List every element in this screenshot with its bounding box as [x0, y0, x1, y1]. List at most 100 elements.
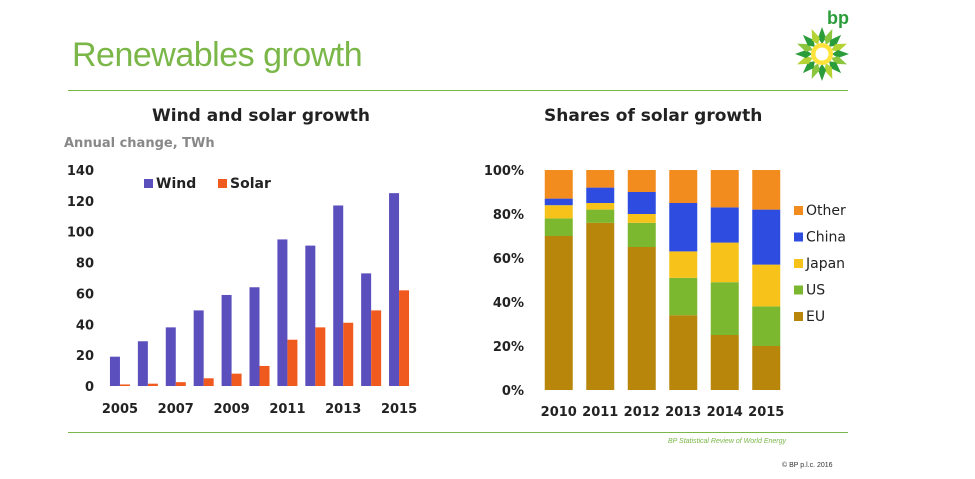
bp-helios-logo-icon [795, 27, 849, 81]
segment-other-2012 [627, 170, 656, 192]
x-tick-label: 2007 [158, 402, 194, 417]
x-tick-label: 2013 [665, 405, 701, 420]
segment-us-2010 [544, 218, 573, 236]
legend-swatch-other [794, 206, 803, 215]
bar-wind-2015 [389, 193, 400, 386]
bar-solar-2013 [343, 322, 354, 386]
bar-wind-2014 [361, 273, 372, 386]
segment-china-2013 [669, 203, 698, 252]
y-tick-label: 100 [67, 226, 94, 241]
segment-us-2011 [586, 209, 615, 223]
legend-label-us: US [806, 283, 825, 299]
bar-solar-2007 [175, 382, 186, 386]
segment-us-2012 [627, 222, 656, 247]
segment-china-2010 [544, 198, 573, 206]
segment-other-2015 [752, 170, 781, 210]
logo-petal [832, 50, 849, 58]
title-divider [68, 90, 848, 91]
y-tick-label: 140 [67, 164, 94, 179]
bar-wind-2006 [137, 341, 148, 386]
bar-wind-2013 [333, 205, 344, 386]
segment-japan-2012 [627, 214, 656, 223]
bar-solar-2014 [371, 310, 382, 386]
legend-label-other: Other [806, 203, 846, 219]
x-tick-label: 2013 [325, 402, 361, 417]
logo-petal [797, 56, 813, 65]
legend-swatch-china [794, 232, 803, 242]
y-tick-label: 100% [484, 164, 524, 179]
segment-us-2014 [710, 282, 739, 335]
logo-petal [818, 64, 826, 81]
x-tick-label: 2015 [381, 402, 417, 417]
bp-logo-text: bp [827, 8, 849, 28]
bar-solar-2008 [203, 378, 214, 386]
x-tick-label: 2012 [624, 405, 660, 420]
y-tick-label: 0% [502, 384, 524, 399]
logo-petal [829, 34, 842, 47]
x-tick-label: 2009 [213, 402, 249, 417]
bar-solar-2012 [315, 327, 326, 386]
legend-swatch-us [794, 285, 803, 295]
wind-solar-chart: 0 20 40 60 80 100 120 140 2005 2007 2009 2011 2013 20… [67, 164, 417, 417]
x-tick-label: 2011 [582, 405, 618, 420]
segment-china-2011 [586, 187, 615, 203]
legend-swatch-wind [144, 179, 153, 188]
segment-us-2015 [752, 306, 781, 346]
bar-solar-2005 [119, 384, 130, 386]
y-tick-label: 80% [493, 208, 524, 223]
bar-solar-2009 [231, 373, 242, 386]
x-tick-label: 2010 [541, 405, 577, 420]
legend-label-china: China [806, 230, 846, 246]
solar-shares-chart: 0% 20% 40% 60% 80% 100% 2010 2011 2012 2013 2014 20… [484, 164, 846, 420]
bar-wind-2011 [277, 239, 288, 386]
segment-other-2014 [710, 170, 739, 208]
segment-eu-2010 [544, 236, 573, 390]
bar-wind-2012 [305, 245, 316, 386]
segment-japan-2013 [669, 251, 698, 278]
logo-petal [831, 43, 847, 52]
logo-petal [802, 34, 815, 47]
copyright-note: © BP p.l.c. 2016 [782, 462, 833, 469]
segment-china-2012 [627, 192, 656, 214]
y-tick-label: 60 [76, 287, 94, 302]
x-tick-label: 2011 [269, 402, 305, 417]
segment-other-2013 [669, 170, 698, 203]
segment-eu-2011 [586, 222, 615, 390]
logo-petal [829, 61, 842, 74]
source-note: BP Statistical Review of World Energy [668, 438, 787, 445]
y-tick-label: 120 [67, 195, 94, 210]
bar-wind-2008 [193, 310, 204, 386]
logo-petal [802, 61, 815, 74]
bar-solar-2006 [147, 383, 158, 386]
y-tick-label: 80 [76, 257, 94, 272]
y-tick-label: 60% [493, 252, 524, 267]
y-tick-label: 40 [76, 318, 94, 333]
legend-label-eu: EU [806, 309, 825, 325]
legend-swatch-eu [794, 312, 803, 321]
segment-china-2015 [752, 209, 781, 265]
segment-eu-2014 [710, 335, 739, 390]
left-chart-title: Wind and solar growth [152, 106, 370, 126]
segment-eu-2012 [627, 247, 656, 390]
segment-other-2011 [586, 170, 615, 188]
legend-swatch-solar [218, 179, 227, 188]
segment-eu-2013 [669, 315, 698, 390]
bar-solar-2015 [399, 290, 410, 386]
logo-petal [795, 50, 812, 58]
segment-china-2014 [710, 207, 739, 243]
segment-us-2013 [669, 277, 698, 316]
legend-label-solar: Solar [230, 176, 271, 192]
bar-wind-2010 [249, 287, 260, 386]
legend-label-wind: Wind [156, 176, 196, 192]
y-tick-label: 0 [85, 380, 94, 395]
x-tick-label: 2005 [102, 402, 138, 417]
y-tick-label: 20% [493, 340, 524, 355]
bar-solar-2011 [287, 339, 298, 386]
segment-japan-2011 [586, 203, 615, 210]
logo-petal [818, 27, 826, 44]
slide-title: Renewables growth [72, 36, 363, 74]
legend-label-japan: Japan [805, 256, 845, 272]
footer-divider [68, 432, 848, 433]
bar-wind-2009 [221, 294, 232, 386]
logo-petal [811, 29, 820, 45]
